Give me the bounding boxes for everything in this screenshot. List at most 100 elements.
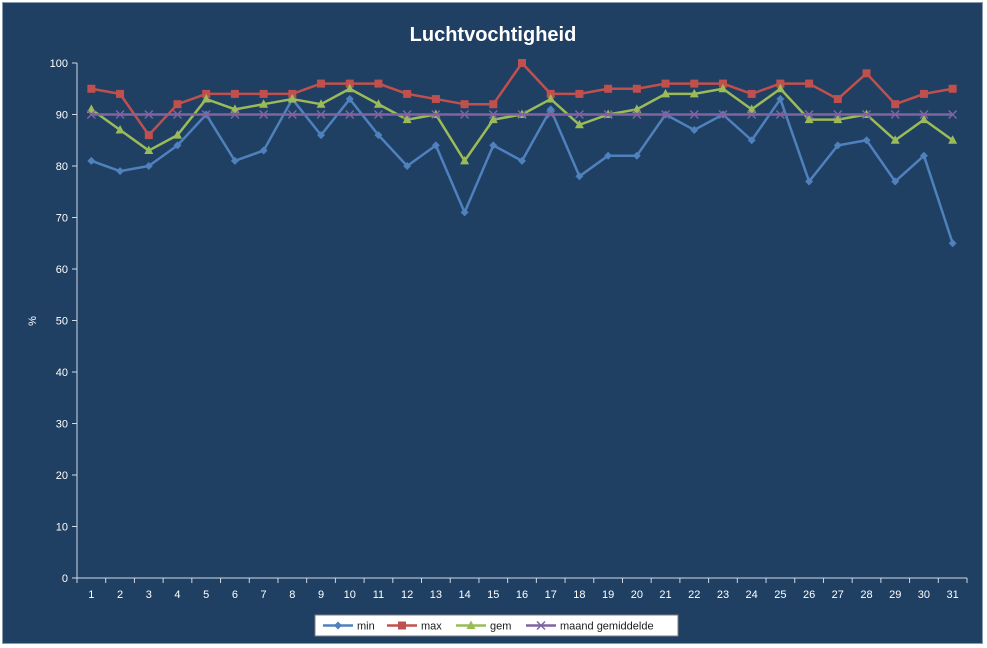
- x-tick-label: 29: [889, 589, 901, 601]
- legend-marker-max: [398, 621, 406, 630]
- data-point-min: [632, 151, 641, 160]
- series-max: [87, 59, 957, 140]
- x-tick-label: 25: [774, 589, 786, 601]
- data-point-min: [690, 125, 699, 134]
- x-tick-label: 27: [832, 589, 844, 601]
- data-point-gem: [402, 114, 412, 124]
- x-tick-label: 11: [373, 589, 384, 601]
- x-tick-label: 24: [746, 589, 758, 601]
- data-point-maand-gemiddelde: [861, 109, 872, 120]
- data-point-min: [460, 208, 469, 217]
- data-point-min: [489, 141, 498, 150]
- data-point-maand-gemiddelde: [230, 109, 240, 120]
- marker-stroke: [172, 109, 183, 120]
- marker-stroke: [517, 109, 527, 120]
- data-point-maand-gemiddelde: [460, 109, 470, 120]
- line-chart: Luchtvochtigheid % 0 10 20 30 40 50 60 70 80 90 10…: [27, 24, 968, 637]
- data-point-max: [805, 79, 814, 88]
- marker-stroke: [316, 109, 326, 120]
- chart-title: Luchtvochtigheid: [410, 24, 577, 46]
- data-point-max: [374, 79, 383, 88]
- marker-stroke: [574, 109, 584, 120]
- data-point-gem: [661, 88, 671, 98]
- x-tick-label: 5: [203, 589, 209, 601]
- x-tick-label: 18: [573, 589, 585, 601]
- marker-stroke: [431, 109, 441, 120]
- data-point-max: [345, 79, 354, 88]
- data-point-maand-gemiddelde: [574, 109, 584, 120]
- y-tick-label: 10: [56, 522, 68, 534]
- data-point-gem: [833, 114, 843, 124]
- data-point-max: [403, 89, 412, 98]
- x-tick-label: 4: [174, 589, 180, 601]
- marker-stroke: [536, 620, 546, 631]
- x-tick-label: 31: [947, 589, 959, 601]
- data-point-min: [403, 162, 412, 170]
- data-point-gem: [919, 114, 929, 124]
- data-point-gem: [689, 88, 699, 98]
- data-point-gem: [230, 104, 240, 113]
- data-point-min: [144, 162, 153, 170]
- data-point-max: [230, 89, 239, 98]
- legend-marker-maand-gemiddelde: [536, 620, 546, 631]
- x-tick-label: 7: [261, 589, 267, 601]
- data-point-maand-gemiddelde: [948, 109, 958, 120]
- data-point-maand-gemiddelde: [431, 109, 441, 120]
- x-tick-label: 15: [487, 589, 499, 601]
- data-point-gem: [718, 83, 728, 93]
- data-point-min: [833, 141, 842, 150]
- data-point-max: [862, 69, 871, 78]
- data-point-min: [862, 136, 871, 145]
- legend-marker-gem: [466, 620, 476, 629]
- data-point-gem: [747, 104, 757, 113]
- data-point-gem: [172, 130, 182, 139]
- data-point-maand-gemiddelde: [919, 109, 929, 120]
- x-tick-label: 26: [803, 589, 815, 601]
- data-point-min: [575, 172, 584, 181]
- data-point-maand-gemiddelde: [890, 109, 900, 120]
- legend-box: [314, 614, 679, 637]
- data-point-gem: [316, 99, 326, 108]
- data-point-gem: [460, 155, 470, 165]
- data-point-max: [87, 84, 96, 93]
- marker-stroke: [632, 109, 642, 120]
- data-point-gem: [574, 119, 584, 129]
- x-tick-label: 28: [860, 589, 872, 601]
- x-tick-label: 3: [146, 589, 152, 601]
- data-point-maand-gemiddelde: [172, 109, 183, 120]
- y-tick-label: 90: [56, 110, 68, 122]
- data-point-max: [202, 89, 211, 98]
- x-tick-label: 30: [918, 589, 930, 601]
- data-point-maand-gemiddelde: [689, 109, 699, 120]
- marker-stroke: [144, 109, 154, 120]
- x-tick-label: 6: [232, 589, 238, 601]
- data-point-maand-gemiddelde: [517, 109, 527, 120]
- data-point-maand-gemiddelde: [316, 109, 326, 120]
- data-point-maand-gemiddelde: [804, 109, 814, 120]
- marker-stroke: [287, 109, 297, 120]
- data-point-max: [259, 89, 268, 98]
- data-point-maand-gemiddelde: [603, 109, 613, 120]
- data-point-maand-gemiddelde: [144, 109, 154, 120]
- data-point-maand-gemiddelde: [201, 109, 211, 120]
- data-point-min: [374, 131, 383, 140]
- marker-stroke: [345, 109, 355, 120]
- data-point-max: [661, 79, 670, 88]
- data-point-gem: [890, 135, 900, 144]
- data-point-min: [805, 177, 814, 186]
- y-tick-label: 60: [56, 264, 68, 276]
- y-tick-label: 0: [62, 573, 68, 585]
- data-point-maand-gemiddelde: [402, 109, 412, 120]
- marker-stroke: [603, 109, 613, 120]
- y-tick-label: 50: [56, 316, 68, 328]
- x-tick-label: 1: [88, 589, 94, 601]
- data-point-min: [604, 151, 613, 160]
- x-tick-label: 13: [430, 589, 442, 601]
- data-point-gem: [144, 145, 154, 155]
- data-point-max: [460, 100, 469, 109]
- data-point-gem: [201, 94, 211, 103]
- data-point-max: [431, 95, 440, 104]
- y-tick-label: 40: [56, 367, 68, 379]
- x-tick-label: 12: [401, 589, 413, 601]
